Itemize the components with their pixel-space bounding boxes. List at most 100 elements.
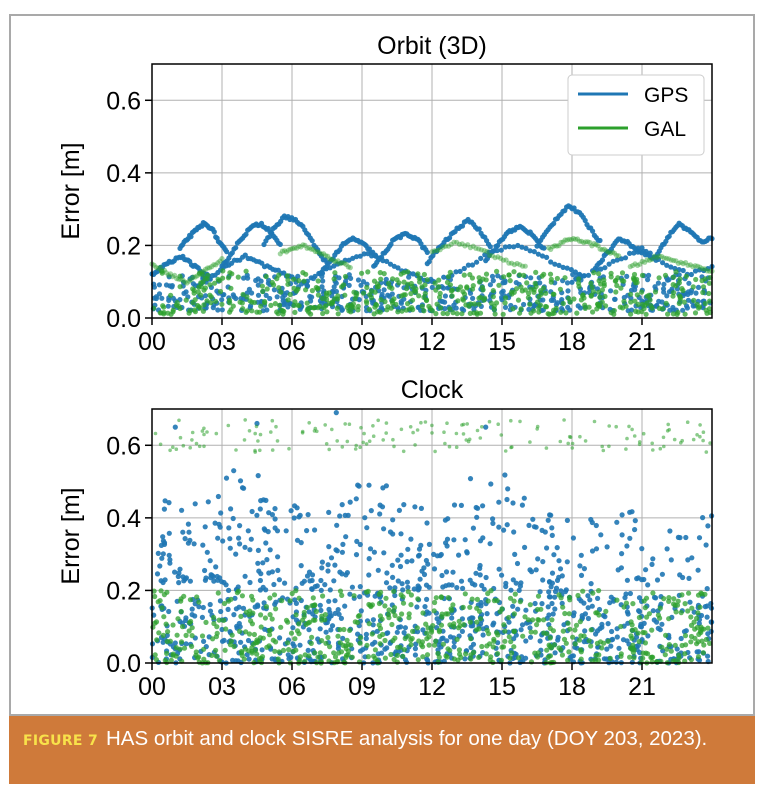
clock-gps-point [553,585,560,591]
clock-gps-point [237,541,243,547]
orbit-gal-point [646,257,653,263]
orbit-gal-point [670,274,677,280]
orbit-gal-point [347,265,353,271]
clock-gps-point [394,629,400,635]
orbit-gal-point [666,256,672,262]
orbit-gps-point [320,278,326,284]
clock-gps-point [291,515,297,521]
clock-gps-point [349,584,355,590]
orbit-gal-point [517,272,523,278]
clock-gal-point [511,628,517,634]
orbit-gal-point [581,240,587,246]
clock-gps-point [545,604,551,610]
clock-gps-point [424,656,430,662]
clock-gps-point [479,582,485,589]
clock-gps-point [318,607,324,614]
clock-gal-point [556,645,562,651]
orbit-gal-point [315,278,321,284]
orbit-gal-point [359,270,365,276]
clock-gps-point [395,557,401,563]
orbit-gal-point [332,270,338,276]
orbit-gps-point [476,226,482,232]
clock-gps-point [357,594,363,600]
clock-gal-point [273,606,279,612]
orbit-gal-point [609,249,616,255]
orbit-gal-point [200,268,207,274]
orbit-gps-point [459,223,466,229]
clock-gal-point [296,621,302,627]
orbit-gal-point [197,305,203,311]
orbit-gps-point [590,228,596,234]
orbit-gps-point [267,234,273,240]
clock-gal-point [210,636,216,642]
orbit-gal-point [502,300,508,306]
orbit-gal-point [459,241,465,247]
clock-gps-point [554,545,560,551]
orbit-gps-point [389,291,395,297]
orbit-gps-point [388,241,394,247]
clock-gps-point [702,604,708,610]
clock-gal-point [592,419,597,424]
clock-gal-point [502,628,508,634]
clock-gps-point [480,535,486,541]
orbit-gps-point [274,294,280,300]
orbit-gal-point [161,267,167,273]
orbit-gal-point [438,305,444,311]
orbit-gal-point [174,276,180,282]
clock-gal-point [174,447,179,452]
orbit-gal-point [562,237,568,243]
clock-gps-point [347,591,353,597]
orbit-gps-point [693,290,699,296]
clock-gps-point [392,592,398,599]
clock-gal-point [667,427,671,432]
clock-gal-point [566,611,572,617]
clock-gal-point [511,598,517,604]
clock-gal-point [401,647,407,653]
orbit-ytick-label: 0.0 [106,305,141,333]
clock-gps-point [557,566,564,572]
orbit-gal-point [277,251,283,257]
clock-gps-point [449,615,455,621]
clock-gps-point [375,567,381,573]
clock-gps-point [299,580,305,586]
orbit-gps-point [581,273,588,279]
clock-gps-point [380,485,386,491]
orbit-gps-point [358,282,364,288]
legend-gal-label: GAL [644,118,686,141]
orbit-gal-point [283,249,290,255]
clock-xtick-label: 06 [278,673,306,701]
clock-gal-point [266,627,273,633]
clock-gal-point [301,614,307,620]
clock-gal-point [443,441,447,446]
orbit-gal-point [692,310,699,316]
clock-gps-point [242,544,248,550]
clock-gps-point [487,541,493,547]
clock-gal-point [462,591,468,597]
orbit-gps-point [387,261,394,267]
clock-gal-point [377,633,383,640]
clock-gps-point [207,558,213,564]
orbit-gal-point [560,239,566,245]
orbit-gal-point [276,285,282,291]
clock-gal-point [358,445,362,450]
clock-gps-point [327,587,333,593]
orbit-gal-point [354,290,360,296]
orbit-gps-point [655,256,662,262]
clock-gps-point [276,577,282,583]
clock-gps-point [418,505,424,511]
clock-gal-point [664,646,670,652]
clock-gal-point [674,602,681,608]
clock-gal-point [382,637,388,644]
clock-gal-point [283,617,290,624]
clock-gal-point [498,657,505,663]
orbit-gps-point [263,292,269,298]
clock-gal-point [321,653,328,660]
clock-gal-point [386,607,392,613]
clock-gps-point [340,635,346,642]
orbit-gal-point [462,243,468,249]
clock-gps-point [523,638,529,644]
orbit-gal-point [632,298,638,304]
clock-gps-point [366,572,372,578]
clock-gps-point [604,544,610,550]
orbit-gal-point [469,275,475,281]
